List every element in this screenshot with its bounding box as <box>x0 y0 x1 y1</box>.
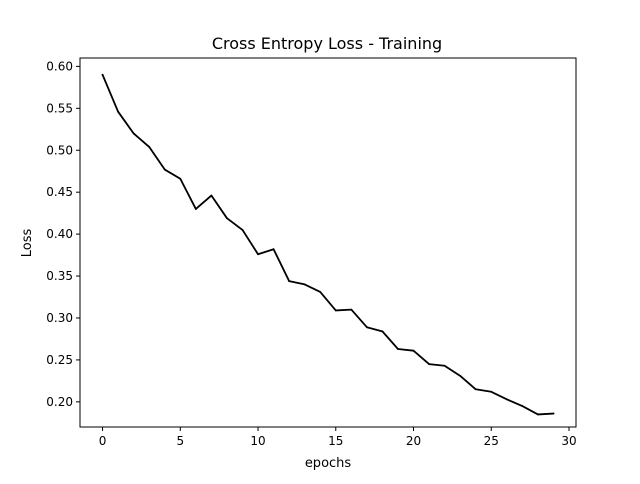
loss-data-point <box>257 253 259 256</box>
plot-area-frame <box>79 57 577 428</box>
loss-data-point <box>163 168 166 171</box>
y-axis-label: Loss <box>20 229 35 258</box>
loss-data-point <box>412 349 415 352</box>
loss-data-point <box>194 208 197 210</box>
loss-data-point <box>101 73 104 76</box>
y-tick-label: 0.50 <box>46 143 73 157</box>
loss-data-point <box>459 374 462 377</box>
x-tick-label: 5 <box>176 434 184 448</box>
loss-data-point <box>226 217 228 220</box>
series-layer <box>101 73 555 416</box>
y-tick-label: 0.25 <box>46 353 73 367</box>
loss-data-point <box>397 348 399 350</box>
loss-data-point <box>521 405 524 407</box>
loss-data-point <box>365 326 368 329</box>
loss-data-point <box>148 145 151 148</box>
y-tick-label: 0.45 <box>46 185 73 199</box>
loss-data-point <box>443 364 446 367</box>
loss-data-point <box>117 110 119 113</box>
loss-data-point <box>381 330 384 333</box>
x-tick-label: 20 <box>406 434 421 448</box>
loss-data-point <box>428 363 430 366</box>
loss-data-point <box>288 280 291 282</box>
loss-data-point <box>537 413 539 416</box>
x-tick-label: 25 <box>484 434 499 448</box>
loss-data-point <box>132 132 135 135</box>
x-tick-label: 0 <box>99 434 107 448</box>
x-tick-label: 10 <box>250 434 265 448</box>
loss-data-point <box>272 248 275 251</box>
y-tick-label: 0.35 <box>46 269 73 283</box>
axis-ticks: 0 5 10 15 20 25 30 0.20 0.25 0.30 0.35 0.40 0.45 0.50… <box>46 59 576 448</box>
loss-data-point <box>319 291 322 293</box>
loss-data-point <box>350 308 353 311</box>
loss-data-point <box>552 412 555 415</box>
loss-data-point <box>210 194 213 197</box>
loss-series-line <box>101 73 555 416</box>
y-tick-label: 0.55 <box>46 101 73 115</box>
y-tick-label: 0.20 <box>46 395 73 409</box>
chart-title: Cross Entropy Loss - Training <box>212 34 442 53</box>
y-tick-label: 0.60 <box>46 59 73 73</box>
x-tick-label: 30 <box>561 434 576 448</box>
loss-data-point <box>474 388 477 391</box>
x-axis-label: epochs <box>305 456 352 471</box>
loss-data-point <box>303 283 306 286</box>
loss-data-point <box>505 398 508 401</box>
x-tick-label: 15 <box>328 434 343 448</box>
loss-data-point <box>490 390 493 393</box>
loss-data-point <box>241 229 244 231</box>
y-tick-label: 0.40 <box>46 227 73 241</box>
loss-data-point <box>179 177 182 180</box>
loss-data-point <box>334 309 337 312</box>
y-tick-label: 0.30 <box>46 311 73 325</box>
